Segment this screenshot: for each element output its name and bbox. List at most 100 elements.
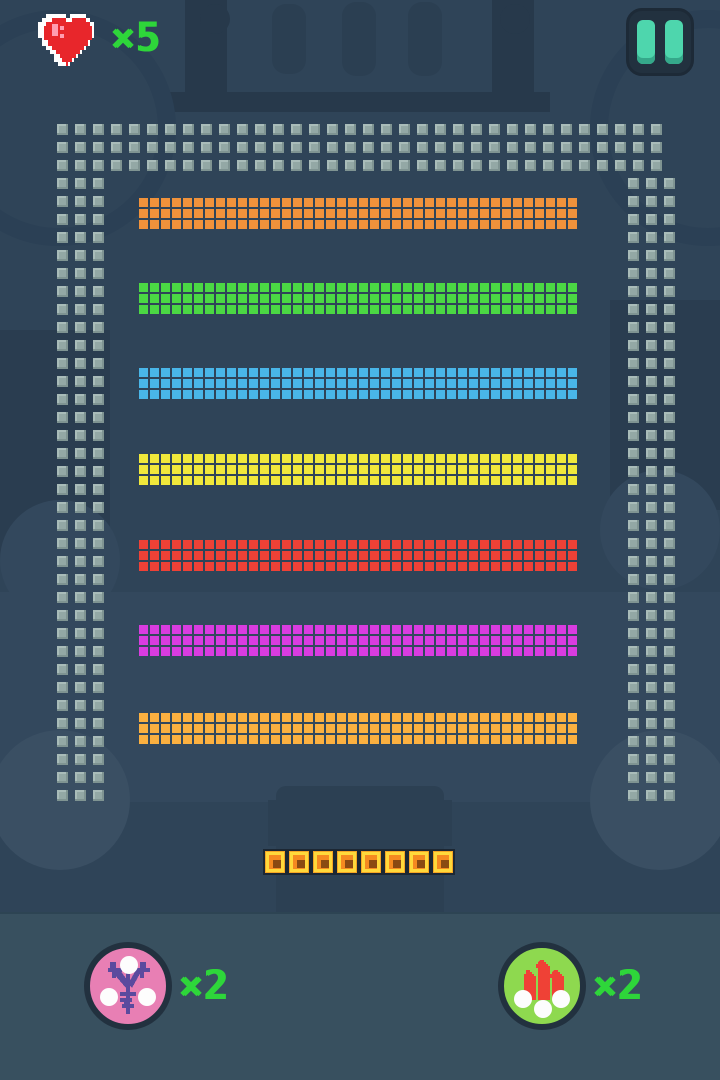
brick-tile[interactable] (403, 294, 412, 303)
brick-tile[interactable] (392, 465, 401, 474)
brick-tile[interactable] (535, 220, 544, 229)
brick-tile[interactable] (447, 379, 456, 388)
brick-tile[interactable] (436, 540, 445, 549)
brick-tile[interactable] (304, 454, 313, 463)
brick-tile[interactable] (282, 735, 291, 744)
brick-tile[interactable] (414, 465, 423, 474)
brick-tile[interactable] (183, 562, 192, 571)
brick-tile[interactable] (337, 454, 346, 463)
brick-tile[interactable] (436, 735, 445, 744)
brick-tile[interactable] (557, 540, 566, 549)
brick-tile[interactable] (183, 209, 192, 218)
brick-tile[interactable] (150, 636, 159, 645)
brick-tile[interactable] (282, 562, 291, 571)
brick-tile[interactable] (348, 368, 357, 377)
brick-tile[interactable] (557, 454, 566, 463)
brick-tile[interactable] (557, 647, 566, 656)
brick-tile[interactable] (238, 379, 247, 388)
brick-tile[interactable] (447, 368, 456, 377)
brick-tile[interactable] (348, 390, 357, 399)
brick-tile[interactable] (458, 390, 467, 399)
brick-tile[interactable] (359, 305, 368, 314)
brick-tile[interactable] (458, 724, 467, 733)
brick-tile[interactable] (249, 636, 258, 645)
brick-tile[interactable] (513, 625, 522, 634)
brick-tile[interactable] (403, 647, 412, 656)
brick-tile[interactable] (414, 454, 423, 463)
brick-tile[interactable] (414, 476, 423, 485)
brick-tile[interactable] (491, 220, 500, 229)
brick-tile[interactable] (546, 540, 555, 549)
brick-tile[interactable] (227, 735, 236, 744)
brick-tile[interactable] (249, 724, 258, 733)
brick-tile[interactable] (370, 647, 379, 656)
brick-tile[interactable] (337, 625, 346, 634)
brick-tile[interactable] (304, 540, 313, 549)
brick-tile[interactable] (381, 713, 390, 722)
brick-tile[interactable] (546, 735, 555, 744)
brick-tile[interactable] (403, 636, 412, 645)
brick-tile[interactable] (546, 220, 555, 229)
brick-tile[interactable] (403, 465, 412, 474)
brick-tile[interactable] (293, 735, 302, 744)
brick-tile[interactable] (183, 390, 192, 399)
brick-tile[interactable] (370, 636, 379, 645)
brick-tile[interactable] (194, 476, 203, 485)
brick-tile[interactable] (348, 379, 357, 388)
brick-tile[interactable] (370, 379, 379, 388)
brick-tile[interactable] (425, 379, 434, 388)
brick-tile[interactable] (315, 294, 324, 303)
brick-tile[interactable] (315, 625, 324, 634)
brick-tile[interactable] (535, 368, 544, 377)
brick-tile[interactable] (293, 368, 302, 377)
brick-tile[interactable] (139, 476, 148, 485)
brick-tile[interactable] (326, 647, 335, 656)
brick-tile[interactable] (238, 625, 247, 634)
brick-tile[interactable] (161, 647, 170, 656)
brick-tile[interactable] (513, 735, 522, 744)
brick-tile[interactable] (238, 368, 247, 377)
brick-tile[interactable] (513, 198, 522, 207)
paddle-segment[interactable] (311, 849, 335, 875)
brick-tile[interactable] (491, 540, 500, 549)
brick-tile[interactable] (326, 724, 335, 733)
brick-tile[interactable] (546, 724, 555, 733)
brick-tile[interactable] (403, 368, 412, 377)
brick-tile[interactable] (326, 198, 335, 207)
brick-tile[interactable] (238, 476, 247, 485)
brick-tile[interactable] (348, 724, 357, 733)
brick-tile[interactable] (183, 368, 192, 377)
brick-tile[interactable] (524, 647, 533, 656)
brick-tile[interactable] (557, 294, 566, 303)
brick-tile[interactable] (271, 198, 280, 207)
brick-tile[interactable] (370, 625, 379, 634)
brick-tile[interactable] (337, 647, 346, 656)
brick-tile[interactable] (381, 551, 390, 560)
brick-tile[interactable] (161, 294, 170, 303)
brick-tile[interactable] (513, 636, 522, 645)
brick-tile[interactable] (205, 379, 214, 388)
brick-tile[interactable] (447, 562, 456, 571)
brick-tile[interactable] (469, 220, 478, 229)
brick-tile[interactable] (447, 220, 456, 229)
brick-tile[interactable] (315, 735, 324, 744)
brick-tile[interactable] (304, 198, 313, 207)
brick-tile[interactable] (403, 713, 412, 722)
brick-tile[interactable] (172, 625, 181, 634)
brick-tile[interactable] (282, 368, 291, 377)
brick-tile[interactable] (524, 379, 533, 388)
brick-tile[interactable] (337, 724, 346, 733)
brick-tile[interactable] (194, 562, 203, 571)
brick-tile[interactable] (403, 305, 412, 314)
brick-tile[interactable] (502, 209, 511, 218)
brick-tile[interactable] (546, 283, 555, 292)
brick-tile[interactable] (502, 647, 511, 656)
brick-tile[interactable] (491, 551, 500, 560)
brick-tile[interactable] (271, 551, 280, 560)
brick-tile[interactable] (227, 476, 236, 485)
brick-tile[interactable] (447, 283, 456, 292)
brick-tile[interactable] (337, 562, 346, 571)
brick-tile[interactable] (458, 283, 467, 292)
brick-tile[interactable] (436, 465, 445, 474)
brick-tile[interactable] (436, 724, 445, 733)
